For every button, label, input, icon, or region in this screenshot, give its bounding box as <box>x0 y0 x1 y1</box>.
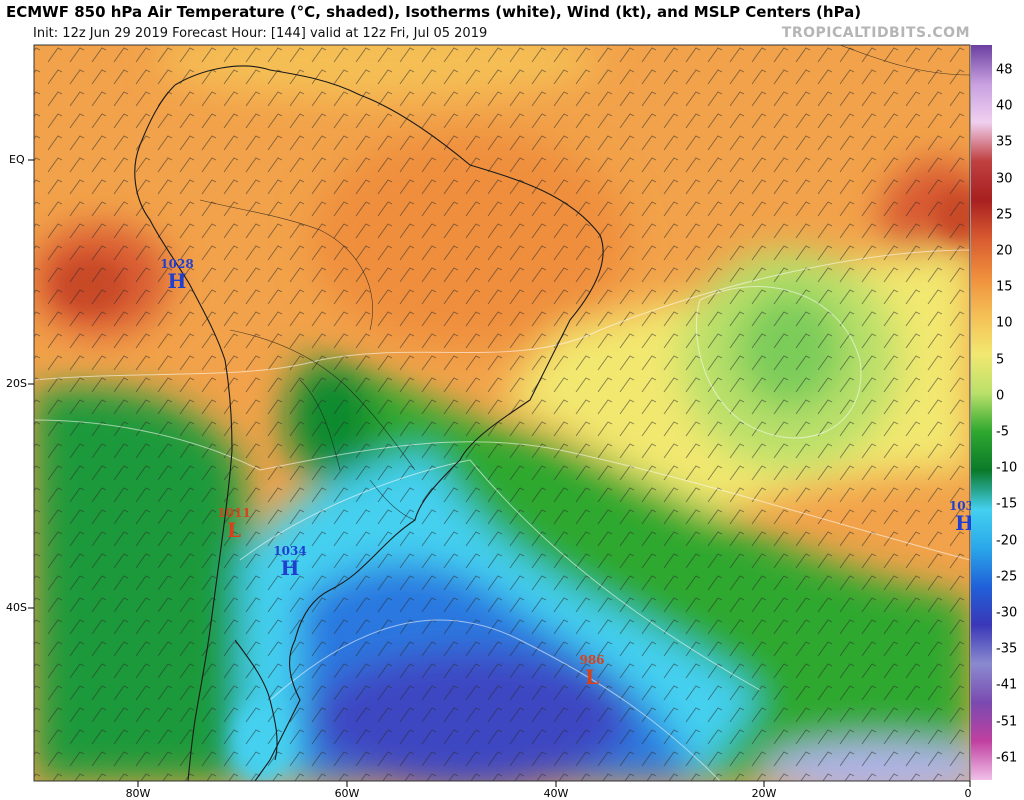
high-pressure-center: 103 H <box>948 499 974 535</box>
colorbar-label: -10 <box>996 460 1018 476</box>
colorbar-label: -51 <box>996 714 1018 730</box>
lon-label-0: 0 <box>964 787 972 800</box>
lon-label-80w: 80W <box>125 787 151 800</box>
colorbar-label: -5 <box>996 424 1009 440</box>
colorbar-label: 0 <box>996 388 1005 404</box>
map-field <box>34 45 970 781</box>
chart-title: ECMWF 850 hPa Air Temperature (°C, shade… <box>6 3 862 21</box>
init-info: Init: 12z Jun 29 2019 Forecast Hour: [14… <box>33 26 488 41</box>
coastline <box>134 65 604 781</box>
colorbar-label: 25 <box>996 207 1013 223</box>
colorbar <box>971 45 992 780</box>
colorbar-label: 10 <box>996 315 1013 331</box>
colorbar-label: 35 <box>996 134 1013 150</box>
low-pressure-center: 986 L <box>579 653 605 689</box>
colorbar-label: 15 <box>996 279 1013 295</box>
colorbar-label: -30 <box>996 605 1018 621</box>
colorbar-label: -25 <box>996 569 1018 585</box>
lat-label-eq: EQ <box>9 153 25 166</box>
colorbar-label: -15 <box>996 496 1018 512</box>
lon-label-20w: 20W <box>751 787 777 800</box>
colorbar-label: 30 <box>996 171 1013 187</box>
colorbar-label: 40 <box>996 98 1013 114</box>
high-pressure-center: 1034 H <box>273 544 307 580</box>
axis-ticks <box>28 159 971 787</box>
lat-label-20s: 20S <box>6 377 27 390</box>
lon-label-60w: 60W <box>334 787 360 800</box>
high-pressure-center: 1028 H <box>160 257 194 293</box>
colorbar-label: -35 <box>996 641 1018 657</box>
lat-label-40s: 40S <box>6 601 27 614</box>
source-credit: TROPICALTIDBITS.COM <box>781 25 970 41</box>
lon-label-40w: 40W <box>543 787 569 800</box>
colorbar-label: 48 <box>996 62 1013 78</box>
colorbar-label: -20 <box>996 533 1018 549</box>
colorbar-label: 5 <box>996 352 1005 368</box>
country-borders <box>199 45 970 521</box>
colorbar-label: 20 <box>996 243 1013 259</box>
low-pressure-center: 1011 L <box>217 506 251 542</box>
colorbar-label: -41 <box>996 677 1018 693</box>
colorbar-label: -61 <box>996 750 1018 766</box>
